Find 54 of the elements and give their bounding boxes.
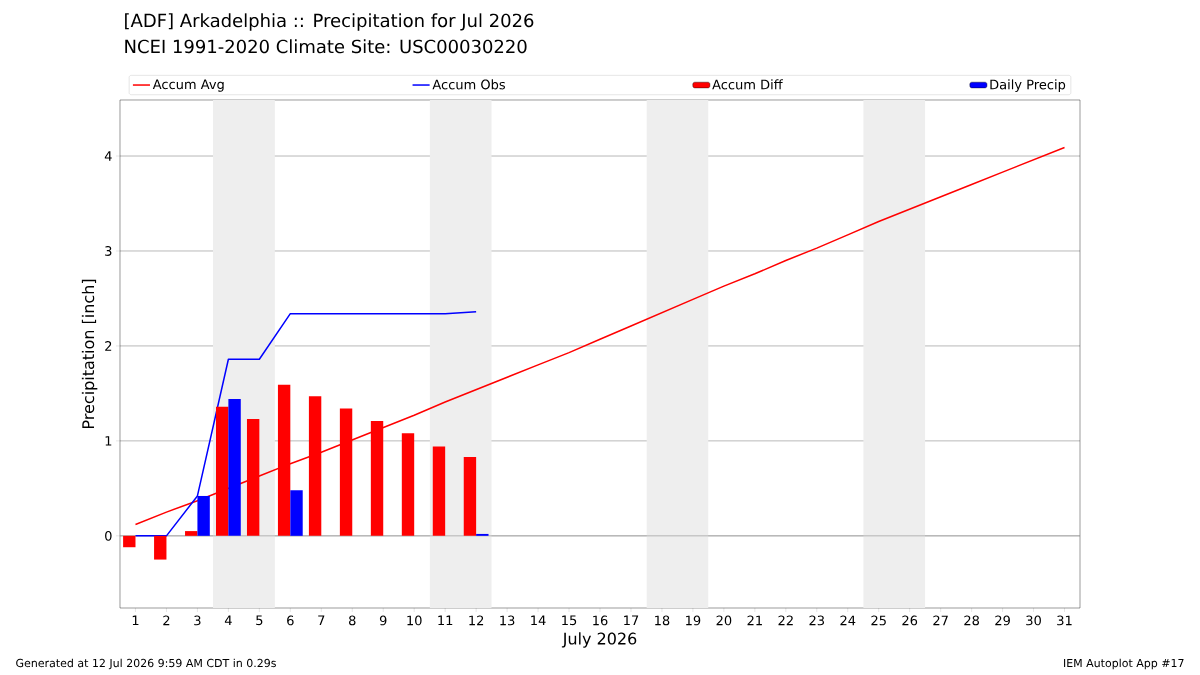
- bar: [290, 490, 303, 536]
- legend-label: Daily Precip: [990, 79, 1066, 92]
- legend-label: Accum Diff: [712, 79, 783, 90]
- x-tick-label: 24: [840, 615, 856, 626]
- text: IEM Autoplot App #17: [1064, 658, 1184, 670]
- x-tick-label: 18: [655, 615, 670, 626]
- x-tick-label: 22: [778, 615, 793, 626]
- bar: [154, 535, 167, 560]
- y-tick-label: 1: [105, 436, 112, 446]
- text: Generated at 12 Jul 2026 9:59 AM CDT in 0.29s: [16, 658, 276, 670]
- x-tick-label: 13: [500, 615, 515, 626]
- x-tick-label: 20: [716, 615, 732, 626]
- bar: [228, 399, 241, 536]
- chart-title: [ADF] Arkadelphia :: Precipitation for Jul 2026: [125, 13, 534, 31]
- x-tick-label: 9: [379, 615, 387, 626]
- x-tick-label: 7: [318, 615, 325, 626]
- bar: [432, 446, 446, 536]
- x-tick-label: 27: [933, 615, 948, 626]
- x-tick-label: 29: [995, 615, 1010, 626]
- x-tick-label: 3: [194, 615, 201, 626]
- x-tick-label: 4: [224, 615, 232, 626]
- x-tick-label: 1: [132, 615, 139, 626]
- bar: [463, 457, 477, 536]
- bar: [401, 433, 415, 536]
- legend-label: Accum Obs: [432, 79, 505, 90]
- x-tick-label: 6: [287, 615, 294, 626]
- y-tick-label: 3: [105, 246, 112, 256]
- x-tick-label: 17: [624, 615, 639, 626]
- x-tick-label: 19: [686, 615, 701, 626]
- x-tick-label: 26: [902, 615, 918, 626]
- bar: [185, 531, 198, 536]
- x-tick-label: 5: [256, 615, 263, 626]
- x-tick-label: 8: [349, 615, 356, 626]
- legend-label: Accum Avg: [152, 79, 224, 92]
- x-tick-label: 28: [964, 615, 979, 626]
- x-tick-label: 15: [562, 615, 577, 626]
- y-tick-label: 2: [105, 341, 112, 351]
- chart-subtitle: NCEI 1991-2020 Climate Site: USC00030220: [125, 39, 527, 54]
- y-axis-title: Precipitation [inch]: [81, 279, 98, 428]
- x-tick-label: 2: [163, 615, 170, 626]
- x-tick-label: 21: [747, 615, 762, 626]
- x-tick-label: 14: [531, 615, 546, 626]
- x-tick-label: 11: [438, 615, 453, 626]
- x-tick-label: 10: [407, 615, 422, 626]
- y-tick-label: 0: [105, 530, 112, 541]
- x-tick-label: 30: [1026, 615, 1041, 626]
- x-tick-label: 23: [809, 615, 825, 626]
- x-tick-label: 25: [871, 615, 886, 626]
- x-axis-title: July 2026: [561, 632, 637, 648]
- y-tick-label: 4: [104, 151, 112, 161]
- bar: [123, 535, 136, 548]
- x-tick-label: 31: [1057, 615, 1072, 626]
- x-tick-label: 16: [593, 615, 608, 626]
- x-tick-label: 12: [469, 615, 484, 626]
